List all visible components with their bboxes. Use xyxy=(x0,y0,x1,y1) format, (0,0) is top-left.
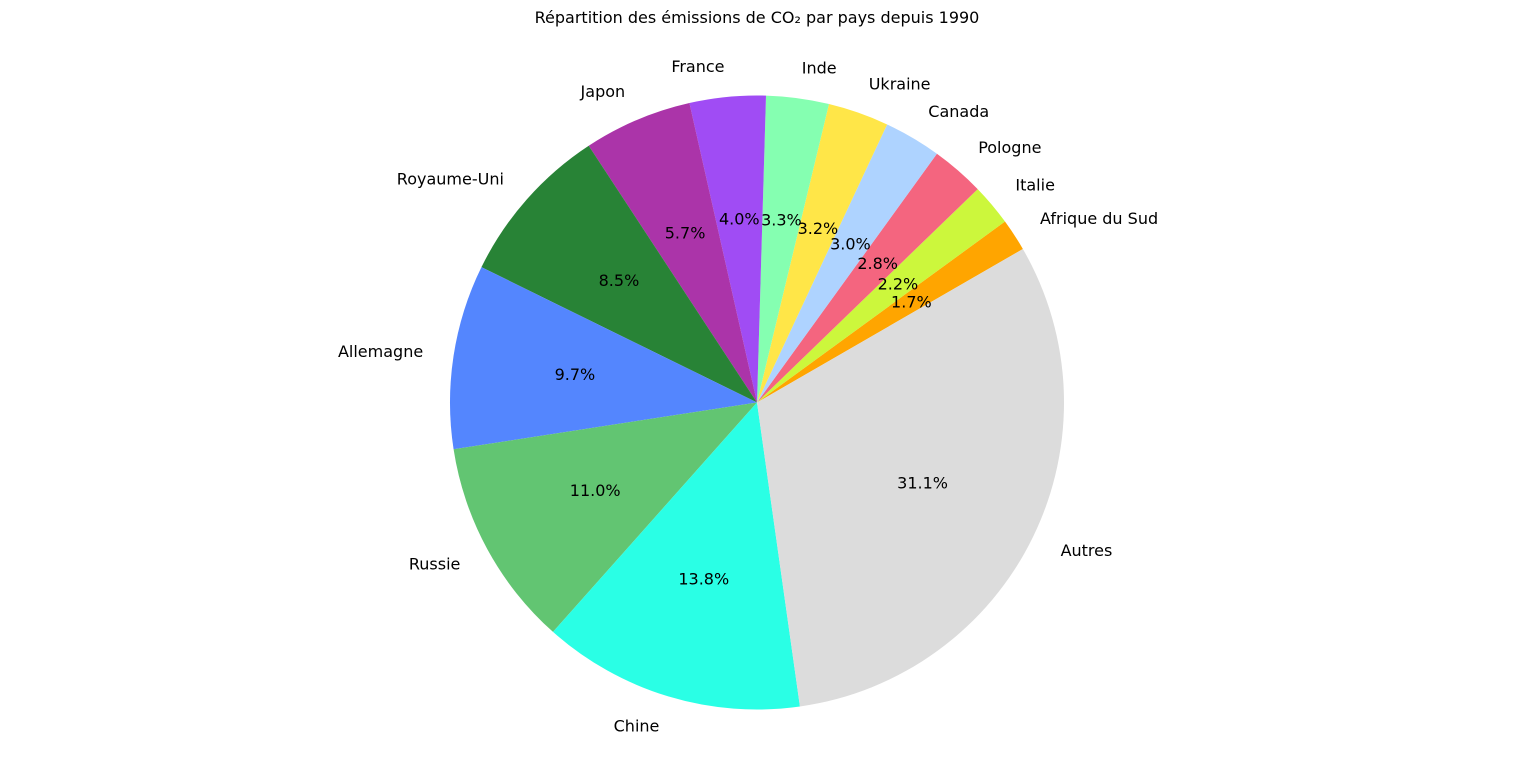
pie-slice-chine xyxy=(553,402,800,710)
pct-label-afrique-du-sud: 1.7% xyxy=(891,293,932,312)
slice-name-allemagne: Allemagne xyxy=(338,342,423,361)
slice-name-france: France xyxy=(671,57,724,76)
pct-label-chine: 13.8% xyxy=(678,569,729,588)
slice-name-royaume-uni: Royaume-Uni xyxy=(397,169,504,188)
pct-label-ukraine: 3.2% xyxy=(798,219,839,238)
pct-label-pologne: 2.8% xyxy=(857,254,898,273)
pie-percentage-labels: 1.7%2.2%2.8%3.0%3.2%3.3%4.0% 5.7% 8.5% 9.7%… xyxy=(555,210,948,589)
slice-name-japon: Japon xyxy=(580,82,626,101)
pct-label-inde: 3.3% xyxy=(761,210,802,229)
slice-name-ukraine: Ukraine xyxy=(869,74,931,93)
pct-label-france: 4.0% xyxy=(719,210,760,229)
slice-name-autres: Autres xyxy=(1061,541,1113,560)
pie-slice-italie xyxy=(757,189,1005,403)
slice-name-chine: Chine xyxy=(614,716,660,735)
pie-slice-france xyxy=(689,95,766,403)
pie-slice-japon xyxy=(588,103,757,403)
pie-slice-name-labels: Afrique du Sud Italie Pologne Canada Ukraine… xyxy=(338,57,1158,735)
slice-name-russie: Russie xyxy=(409,554,461,573)
pie-slice-canada xyxy=(757,124,937,403)
pct-label-royaume-uni: 8.5% xyxy=(599,271,640,290)
pie-slice-autres xyxy=(757,249,1064,707)
pct-label-japon: 5.7% xyxy=(665,223,706,242)
pie-slice-russie xyxy=(453,402,757,632)
slice-name-afrique-du-sud: Afrique du Sud xyxy=(1040,209,1158,228)
pct-label-autres: 31.1% xyxy=(897,474,948,493)
pct-label-russie: 11.0% xyxy=(570,481,621,500)
pie-slice-allemagne xyxy=(450,267,757,450)
slice-name-pologne: Pologne xyxy=(978,138,1041,157)
slice-name-italie: Italie xyxy=(1015,176,1055,195)
pie-slice-afrique-du-sud xyxy=(757,221,1023,403)
pct-label-allemagne: 9.7% xyxy=(555,365,596,384)
pie-slice-ukraine xyxy=(757,104,888,403)
pct-label-canada: 3.0% xyxy=(830,234,871,253)
pie-slice-pologne xyxy=(757,153,978,403)
pie-slice-royaume-uni xyxy=(481,145,757,403)
slice-name-inde: Inde xyxy=(802,58,837,77)
slice-name-canada: Canada xyxy=(928,102,989,121)
chart-title: Répartition des émissions de CO₂ par pay… xyxy=(535,8,980,27)
pie-slice-inde xyxy=(757,95,829,403)
pie-slices xyxy=(450,95,1064,710)
pct-label-italie: 2.2% xyxy=(878,274,919,293)
